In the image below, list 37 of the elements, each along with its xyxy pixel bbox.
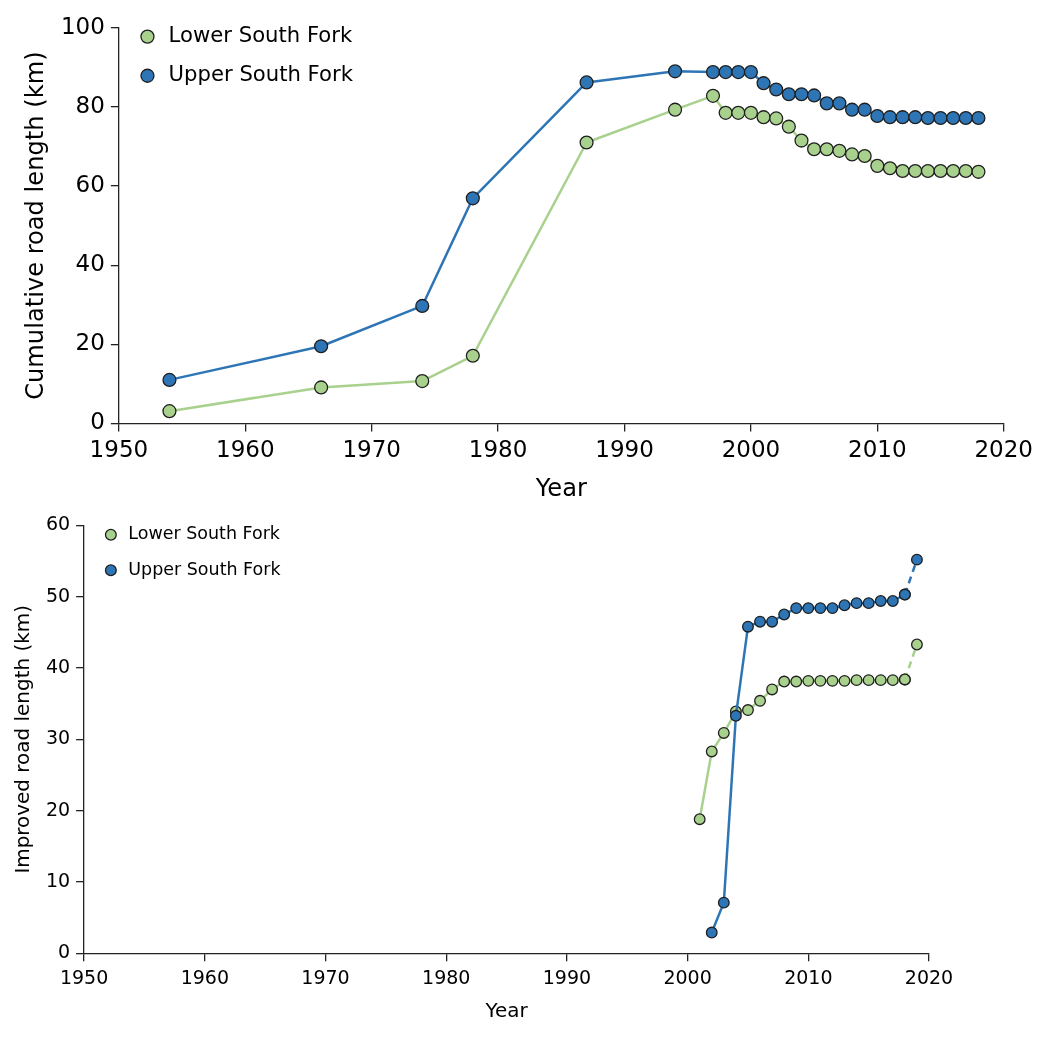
x-tick-label: 2000: [721, 436, 781, 463]
y-tick-label: 80: [75, 91, 105, 118]
x-tick-label: 1960: [180, 965, 229, 988]
x-tick-label: 1960: [216, 436, 275, 463]
y-tick-label: 0: [58, 940, 71, 963]
x-tick-label: 1990: [595, 436, 654, 463]
y-tick-label: 10: [45, 868, 71, 891]
y-tick-label: 20: [45, 797, 71, 820]
x-tick-label: 2010: [848, 436, 907, 463]
x-tick-label: 1970: [342, 436, 401, 463]
y-axis-title: Improved road length (km): [10, 605, 35, 874]
x-tick-label: 1950: [89, 436, 149, 463]
y-tick-label: 0: [90, 408, 105, 435]
x-axis-title: Year: [534, 473, 587, 502]
y-tick-label: 60: [45, 512, 71, 535]
x-axis-title: Year: [484, 998, 529, 1023]
y-tick-label: 50: [45, 583, 71, 606]
legend-label: Upper South Fork: [128, 558, 282, 579]
x-tick-label: 2020: [904, 965, 954, 988]
legend-label: Lower South Fork: [128, 523, 281, 544]
y-tick-label: 40: [75, 250, 105, 277]
x-tick-label: 1950: [59, 965, 109, 988]
legend-label: Upper South Fork: [168, 61, 354, 87]
x-tick-label: 1980: [422, 965, 471, 988]
x-tick-label: 2010: [784, 965, 833, 988]
x-tick-label: 1990: [542, 965, 592, 988]
y-tick-label: 20: [75, 329, 105, 356]
x-tick-label: 2020: [974, 436, 1034, 463]
x-tick-label: 1980: [468, 436, 528, 463]
y-tick-label: 30: [45, 726, 71, 749]
x-tick-label: 1970: [301, 965, 350, 988]
y-tick-label: 60: [75, 171, 105, 198]
legend-label: Lower South Fork: [168, 22, 353, 48]
y-axis-title: Cumulative road length (km): [20, 51, 49, 400]
y-tick-label: 40: [45, 654, 71, 677]
x-tick-label: 2000: [663, 965, 712, 988]
y-tick-label: 100: [60, 12, 105, 39]
